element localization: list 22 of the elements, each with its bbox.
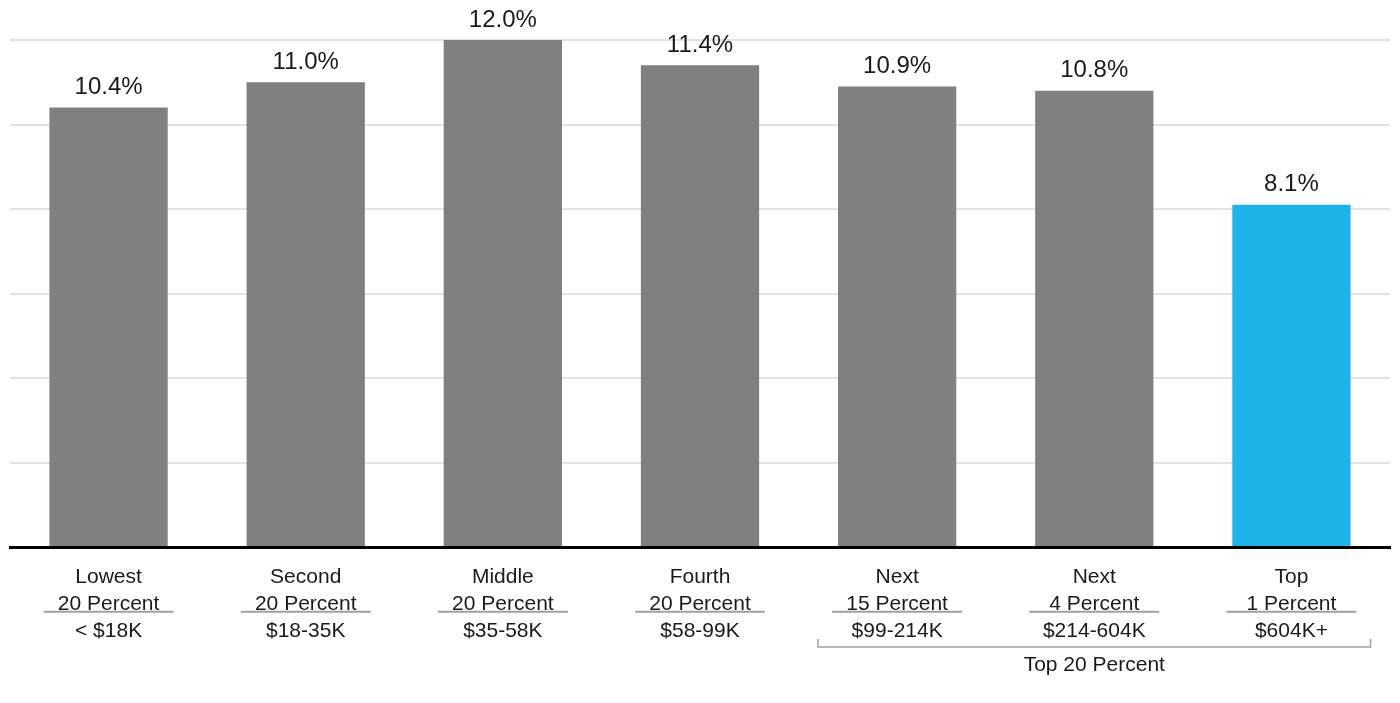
data-label: 11.4% [666, 29, 734, 57]
text: Top 20 Percent [1023, 652, 1166, 676]
data-label: 11.0% [272, 46, 339, 74]
x-tick-label: Fourth 20 Percent $58-99K [649, 563, 751, 642]
x-tick-label: Middle 20 Percent $35-58K [452, 563, 554, 642]
data-label: 10.9% [863, 51, 932, 79]
bar [1232, 204, 1351, 547]
data-label: 10.8% [1060, 55, 1129, 83]
bar [640, 65, 760, 547]
x-tick-label: Next 15 Percent $99-214K [846, 563, 949, 642]
x-tick-label: Lowest 20 Percent < $18K [57, 563, 160, 642]
bar [1035, 90, 1154, 547]
data-label: 8.1% [1264, 169, 1319, 197]
x-tick-label: Second 20 Percent $18-35K [254, 563, 357, 642]
data-label: 12.0% [468, 4, 537, 32]
x-tick-label: Top 1 Percent $604K+ [1246, 563, 1337, 642]
bar [443, 40, 562, 547]
bar [838, 86, 957, 547]
bar [246, 82, 365, 547]
bar [49, 107, 168, 547]
data-label: 10.4% [74, 72, 143, 100]
x-tick-label: Next 4 Percent $214-604K [1042, 563, 1146, 642]
